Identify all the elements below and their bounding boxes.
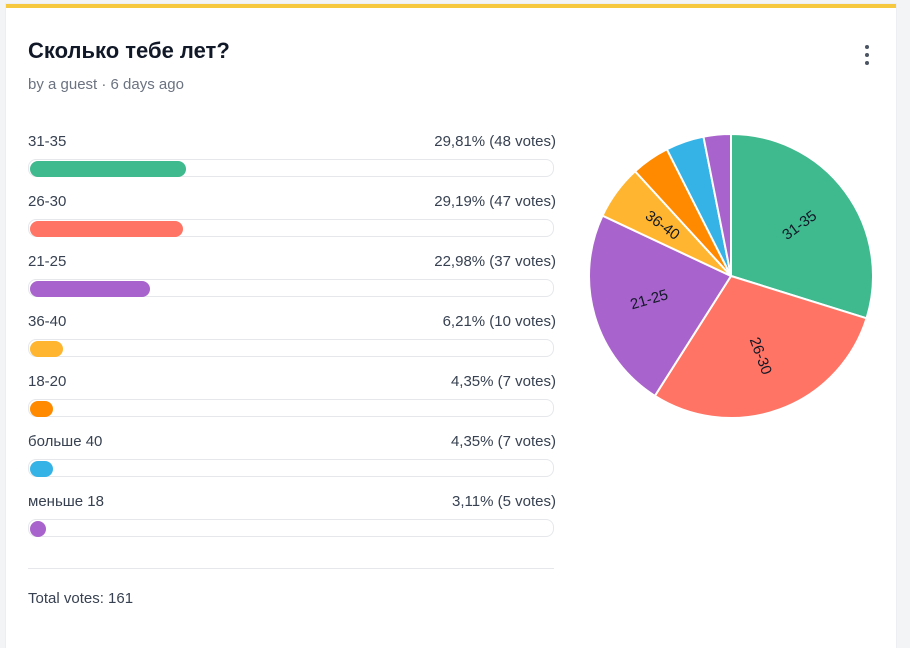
pie-slice <box>702 132 732 277</box>
result-bar-track <box>28 399 554 417</box>
option-stat: 29,81% (48 votes) <box>434 133 556 150</box>
result-bar-fill <box>30 281 150 297</box>
poll-meta: by a guest · 6 days ago <box>28 76 184 93</box>
poll-option: 26-30 29,19% (47 votes) <box>28 193 556 243</box>
option-label: 21-25 <box>28 253 67 270</box>
poll-option: 21-25 22,98% (37 votes) <box>28 253 556 303</box>
result-bar-track <box>28 279 554 297</box>
option-label: 36-40 <box>28 313 67 330</box>
result-bar-fill <box>30 401 53 417</box>
poll-option: 36-40 6,21% (10 votes) <box>28 313 556 363</box>
option-label: меньше 18 <box>28 493 104 510</box>
poll-option: 31-35 29,81% (48 votes) <box>28 133 556 183</box>
result-bar-fill <box>30 221 183 237</box>
poll-option: меньше 18 3,11% (5 votes) <box>28 493 556 543</box>
option-stat: 4,35% (7 votes) <box>450 433 556 450</box>
option-stat: 22,98% (37 votes) <box>434 253 556 270</box>
result-bar-fill <box>30 161 186 177</box>
option-stat: 29,19% (47 votes) <box>434 193 556 210</box>
option-stat: 4,35% (7 votes) <box>450 373 556 390</box>
total-votes: Total votes: 161 <box>28 590 133 607</box>
result-bar-fill <box>30 341 63 357</box>
result-bar-fill <box>30 461 53 477</box>
option-label: 18-20 <box>28 373 67 390</box>
option-label: 26-30 <box>28 193 67 210</box>
divider <box>28 568 554 569</box>
poll-title: Сколько тебе лет? <box>28 38 230 63</box>
option-label: 31-35 <box>28 133 67 150</box>
option-stat: 3,11% (5 votes) <box>452 493 556 510</box>
poll-option: больше 40 4,35% (7 votes) <box>28 433 556 483</box>
result-bar-track <box>28 159 554 177</box>
result-bar-track <box>28 339 554 357</box>
poll-card: Сколько тебе лет? by a guest · 6 days ag… <box>6 4 896 648</box>
total-votes-label: Total votes: 161 <box>28 590 134 607</box>
pie-slice <box>730 132 874 320</box>
result-bar-track <box>28 219 554 237</box>
poll-option: 18-20 4,35% (7 votes) <box>28 373 556 423</box>
result-bar-track <box>28 459 554 477</box>
result-bar-fill <box>30 521 46 537</box>
option-label: больше 40 <box>28 433 103 450</box>
pie-slice <box>653 274 868 419</box>
option-stat: 6,21% (10 votes) <box>442 313 556 330</box>
pie-slice <box>588 214 733 398</box>
more-options-button[interactable] <box>854 42 880 68</box>
result-bar-track <box>28 519 554 537</box>
